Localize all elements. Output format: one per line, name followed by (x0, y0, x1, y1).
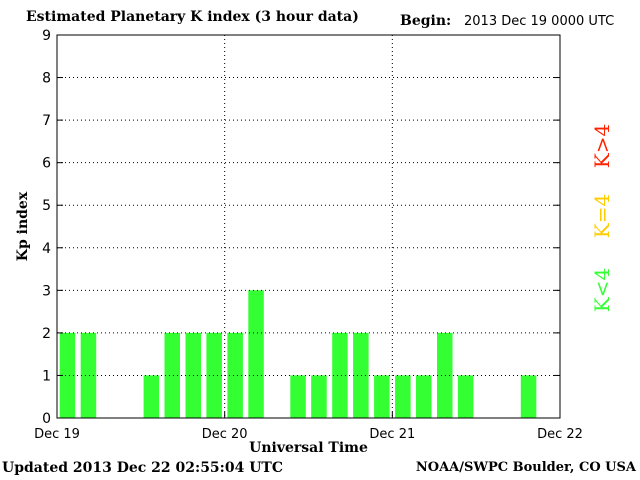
kp-bar (457, 375, 474, 418)
kp-bar (520, 375, 537, 418)
kp-bar (332, 332, 348, 418)
kp-bar (290, 375, 306, 418)
x-axis-title: Universal Time (249, 440, 368, 456)
kp-bar (59, 332, 76, 418)
kp-bar (143, 375, 160, 418)
y-tick-label: 0 (42, 411, 51, 427)
legend-label: K<4 (590, 268, 614, 312)
kp-bar (437, 332, 453, 418)
y-tick-label: 2 (42, 326, 51, 342)
kp-bar (80, 332, 97, 418)
legend-label: K>4 (590, 124, 614, 168)
kp-bar (248, 290, 264, 418)
x-tick-label: Dec 21 (369, 427, 415, 442)
y-tick-label: 4 (42, 241, 51, 257)
x-tick-label: Dec 22 (537, 427, 583, 442)
y-tick-label: 1 (42, 368, 51, 384)
y-tick-label: 9 (42, 28, 51, 44)
kp-bar (374, 375, 390, 418)
kp-bar (164, 332, 180, 418)
y-axis-title: Kp index (15, 191, 31, 261)
kp-bar (227, 332, 243, 418)
kp-bar (395, 375, 411, 418)
updated-timestamp: Updated 2013 Dec 22 02:55:04 UTC (2, 460, 283, 476)
kp-bar (416, 375, 432, 418)
kp-bar (311, 375, 327, 418)
chart-title: Estimated Planetary K index (3 hour data… (26, 9, 359, 25)
begin-value: 2013 Dec 19 0000 UTC (464, 14, 615, 29)
source-credit: NOAA/SWPC Boulder, CO USA (415, 460, 636, 475)
plot-frame (56, 34, 561, 419)
y-tick-label: 7 (42, 113, 51, 129)
y-tick-label: 5 (42, 198, 51, 214)
y-tick-label: 6 (42, 156, 51, 172)
begin-label: Begin: (400, 13, 452, 29)
kp-bar (206, 332, 222, 418)
kp-bar (353, 332, 369, 418)
legend-label: K=4 (590, 194, 614, 238)
y-tick-label: 3 (42, 283, 51, 299)
y-tick-label: 8 (42, 71, 51, 87)
x-tick-label: Dec 19 (34, 427, 80, 442)
x-tick-label: Dec 20 (202, 427, 248, 442)
